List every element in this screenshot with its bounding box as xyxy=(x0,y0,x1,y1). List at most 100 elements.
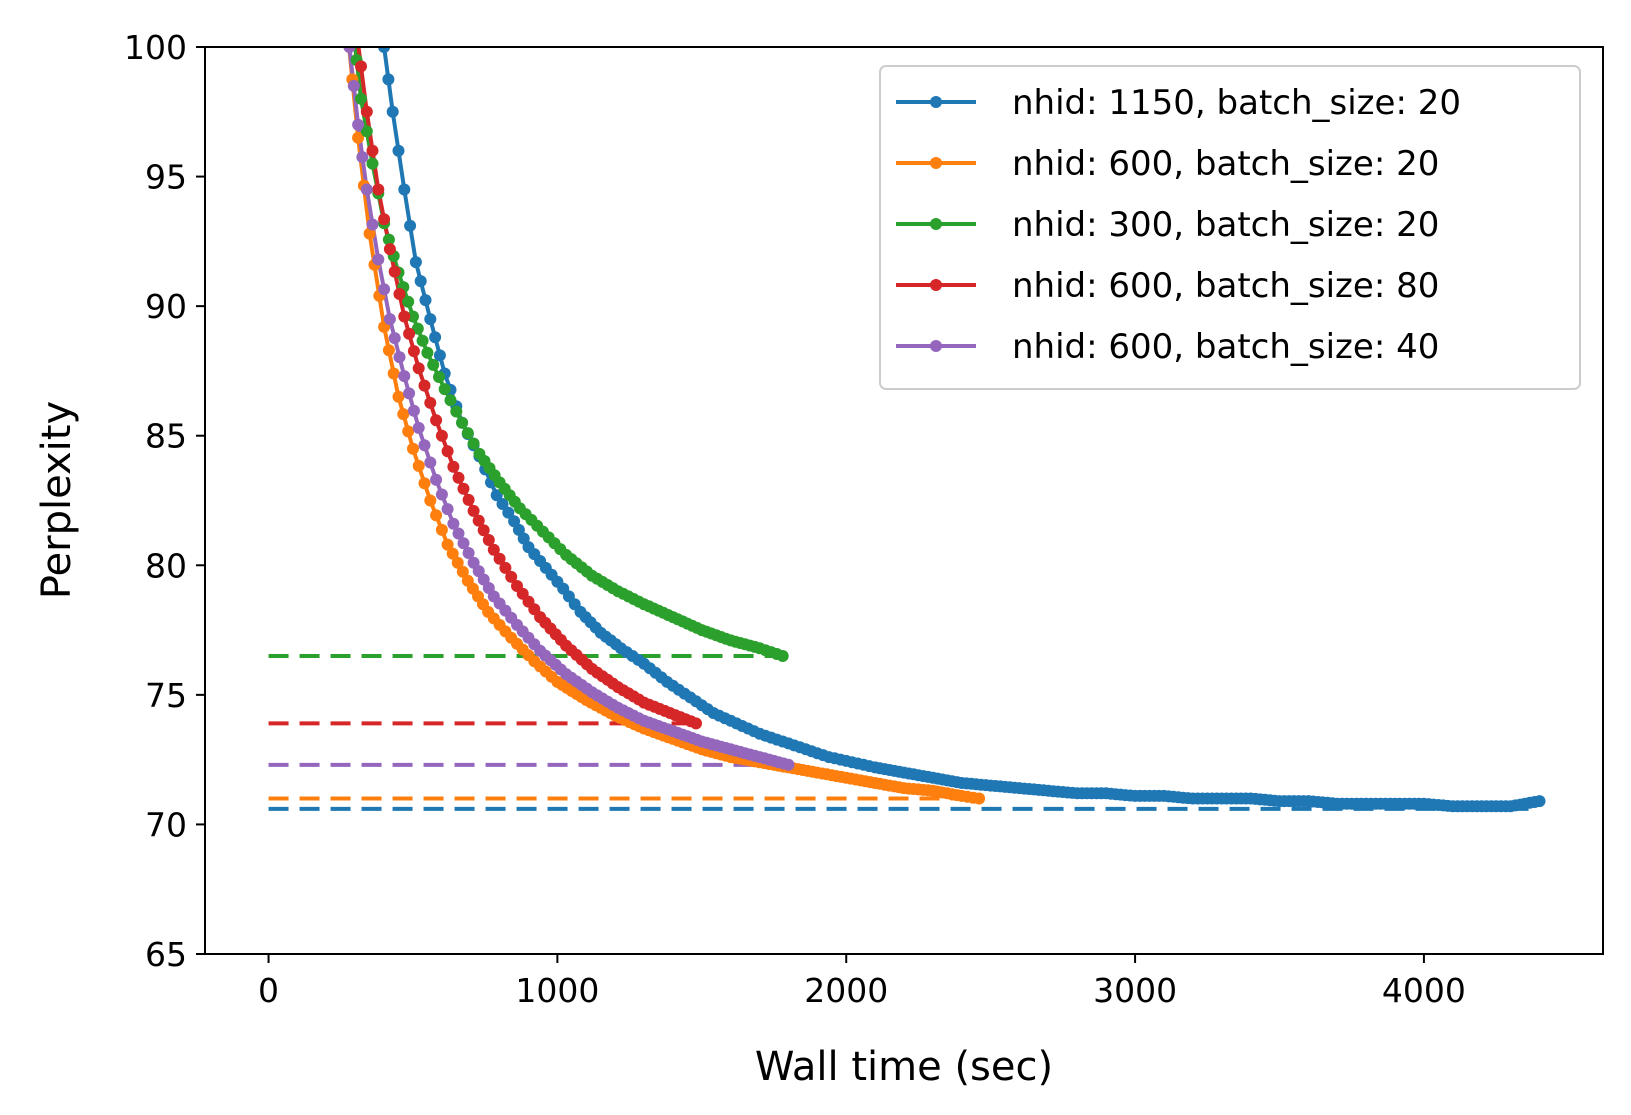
series-markers xyxy=(341,0,1546,813)
legend-marker-2 xyxy=(930,157,942,169)
data-point-series-3 xyxy=(360,125,373,138)
data-point-series-5 xyxy=(430,473,443,486)
x-tick-label: 0 xyxy=(258,971,279,1010)
data-point-series-2 xyxy=(387,367,400,380)
legend-marker-1 xyxy=(930,96,942,108)
data-point-series-5 xyxy=(412,421,425,434)
data-point-series-5 xyxy=(343,47,356,53)
data-point-series-2 xyxy=(392,390,405,403)
data-point-series-3 xyxy=(421,346,434,359)
legend-box xyxy=(879,65,1581,390)
data-point-series-5 xyxy=(424,456,437,469)
y-tick-label: 65 xyxy=(145,935,187,974)
data-point-series-5 xyxy=(393,351,406,364)
data-point-series-3 xyxy=(433,371,445,383)
data-point-series-2 xyxy=(402,425,415,438)
data-point-series-4 xyxy=(487,543,500,556)
data-point-series-4 xyxy=(366,144,379,157)
data-point-series-5 xyxy=(398,370,411,383)
data-point-series-3 xyxy=(450,405,463,418)
data-point-series-3 xyxy=(427,358,440,371)
data-point-series-2 xyxy=(424,494,437,507)
data-point-series-5 xyxy=(347,79,360,92)
legend-label-5: nhid: 600, batch_size: 40 xyxy=(1012,327,1439,367)
data-point-series-4 xyxy=(493,552,506,565)
data-point-series-5 xyxy=(441,503,454,516)
data-point-series-2 xyxy=(412,459,425,472)
data-point-series-4 xyxy=(372,183,385,196)
plot-frame xyxy=(204,46,1604,955)
data-point-series-5 xyxy=(452,527,465,540)
data-point-series-2 xyxy=(435,523,448,536)
data-point-series-1 xyxy=(496,498,509,510)
data-point-series-4 xyxy=(505,570,518,583)
data-point-series-3 xyxy=(382,233,395,246)
data-point-series-4 xyxy=(435,429,448,442)
y-tick-label: 90 xyxy=(145,287,187,326)
x-tick-label: 3000 xyxy=(1093,971,1177,1010)
legend-marker-3 xyxy=(930,218,942,230)
data-point-series-4 xyxy=(462,493,475,506)
data-point-series-5 xyxy=(388,332,401,345)
data-point-series-3 xyxy=(407,310,419,323)
data-point-series-3 xyxy=(355,92,367,105)
data-point-series-5 xyxy=(352,118,365,131)
data-point-series-2 xyxy=(382,344,395,357)
y-tick-label: 85 xyxy=(145,417,187,456)
y-tick-label: 75 xyxy=(145,676,187,715)
data-point-series-5 xyxy=(462,547,475,559)
data-point-series-4 xyxy=(349,15,361,27)
data-point-series-4 xyxy=(393,288,406,300)
data-point-series-5 xyxy=(366,218,379,231)
data-point-series-4 xyxy=(383,243,396,256)
data-point-series-4 xyxy=(472,514,485,527)
data-point-series-4 xyxy=(355,60,367,73)
x-tick-label: 1000 xyxy=(515,971,599,1010)
legend-label-1: nhid: 1150, batch_size: 20 xyxy=(1012,83,1461,123)
legend-label-4: nhid: 600, batch_size: 80 xyxy=(1012,266,1439,306)
data-point-series-1 xyxy=(502,506,515,519)
data-point-series-5 xyxy=(435,488,448,501)
y-tick-label: 100 xyxy=(124,28,187,67)
data-point-series-3 xyxy=(411,322,424,335)
data-point-series-3 xyxy=(402,295,415,308)
data-point-series-4 xyxy=(447,460,460,473)
data-point-series-4 xyxy=(398,310,411,323)
data-point-series-2 xyxy=(456,565,469,578)
data-point-series-4 xyxy=(482,534,495,546)
data-point-series-1 xyxy=(367,0,379,1)
data-point-series-3 xyxy=(467,437,480,450)
data-point-series-2 xyxy=(397,408,410,421)
data-point-series-4 xyxy=(403,327,416,340)
data-point-series-5 xyxy=(360,183,373,196)
data-point-series-1 xyxy=(424,313,437,326)
y-axis-ticks: 65 70 75 80 85 90 95 100 xyxy=(124,28,205,974)
data-point-series-3 xyxy=(456,416,469,429)
data-point-series-4 xyxy=(412,362,425,375)
data-point-series-2 xyxy=(430,509,443,522)
data-point-series-5 xyxy=(782,758,795,771)
data-point-series-1 xyxy=(429,331,442,344)
data-point-series-4 xyxy=(441,445,454,458)
data-point-series-2 xyxy=(973,792,986,805)
data-point-series-2 xyxy=(418,477,431,490)
data-point-series-5 xyxy=(403,387,416,400)
data-point-series-3 xyxy=(461,427,474,440)
data-point-series-2 xyxy=(441,538,454,551)
data-point-series-2 xyxy=(341,15,353,27)
data-point-series-1 xyxy=(382,73,395,86)
data-point-series-4 xyxy=(388,265,401,278)
data-point-series-5 xyxy=(383,313,396,326)
data-point-series-3 xyxy=(366,157,379,170)
data-point-series-2 xyxy=(363,227,376,240)
y-tick-label: 70 xyxy=(145,805,187,844)
legend-marker-5 xyxy=(930,340,942,352)
legend-marker-4 xyxy=(930,279,942,291)
data-point-series-4 xyxy=(418,379,431,392)
data-point-series-5 xyxy=(418,439,431,452)
data-point-series-4 xyxy=(378,213,391,226)
data-point-series-3 xyxy=(346,15,358,27)
data-point-series-1 xyxy=(392,144,405,157)
data-point-series-5 xyxy=(378,283,391,296)
